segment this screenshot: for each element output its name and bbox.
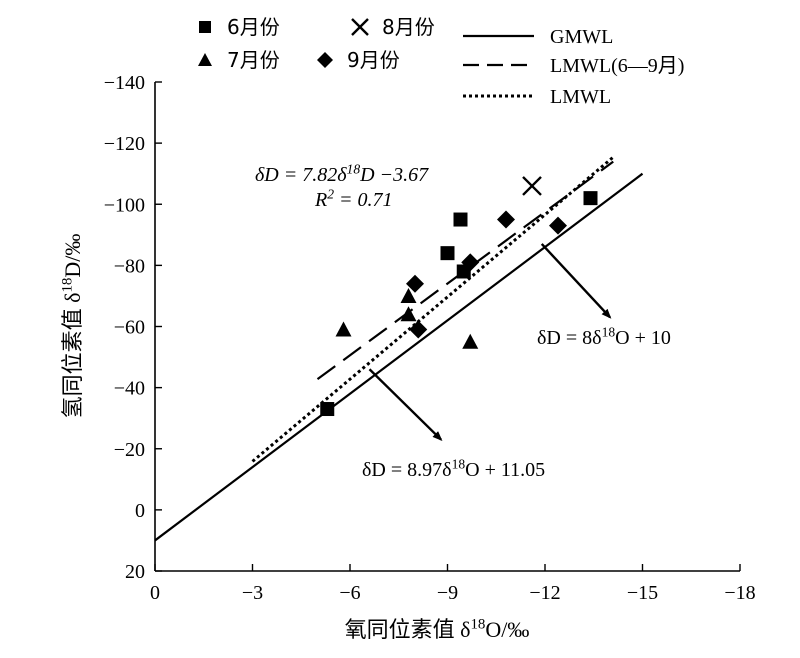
y-tick-label: 20	[125, 561, 145, 583]
y-tick-label: −20	[114, 439, 145, 461]
lmwl-equation: δD = 8.97δ18O + 11.05	[362, 456, 545, 481]
legend-label: 7月份	[227, 48, 280, 72]
data-point-triangle	[335, 321, 352, 337]
gmwl-equation-sup: 18	[602, 324, 616, 339]
legend-label: 9月份	[347, 48, 400, 72]
data-point-square	[320, 402, 335, 417]
data-point-square	[583, 191, 598, 206]
line-solid	[154, 172, 644, 542]
y-axis-title-sup: 18	[60, 278, 76, 293]
lmwl-equation-pre: δD = 8.97δ	[362, 459, 452, 481]
y-axis-title-pre: 氢同位素值 δ	[60, 293, 85, 419]
x-tick-label: −12	[529, 582, 560, 604]
annotation-arrow	[368, 368, 443, 441]
y-tick-label: −140	[104, 72, 145, 94]
legend-line-label: LMWL(6—9月)	[550, 55, 684, 77]
legend-marker-x-stroke-b	[351, 18, 369, 36]
lmwl-equation-post: O + 11.05	[465, 459, 545, 481]
y-tick-label: −40	[114, 378, 145, 400]
x-axis-title-pre: 氧同位素值 δ	[345, 617, 471, 642]
y-tick-label: −80	[114, 255, 145, 277]
legend-label: 6月份	[227, 15, 280, 39]
r-squared-label: R2 = 0.71	[314, 186, 393, 211]
x-tick-label: −18	[724, 582, 755, 604]
lmwl69-equation: δD = 7.82δ18D −3.67	[255, 161, 429, 186]
y-axis-title-post: D/‰	[60, 234, 85, 278]
r-squared-label-sup: 2	[327, 186, 334, 201]
data-point-triangle	[400, 306, 417, 322]
x-tick-label: −15	[627, 582, 658, 604]
legend-marker-square	[199, 21, 211, 33]
line-dotted	[251, 155, 615, 463]
lmwl69-equation-sup: 18	[347, 161, 361, 176]
y-tick-label: −60	[114, 317, 145, 339]
x-tick-label: 0	[150, 582, 160, 604]
data-point-x-stroke-b	[522, 176, 542, 196]
y-axis-title: 氢同位素值 δ18D/‰	[60, 234, 85, 419]
data-point-diamond	[549, 216, 567, 235]
legend-line-label: LMWL	[550, 86, 611, 108]
lmwl69-equation-pre: δD = 7.82δ	[255, 164, 347, 186]
y-tick-label: 0	[135, 500, 145, 522]
y-tick-label: −120	[104, 133, 145, 155]
line-dashed	[316, 160, 614, 381]
data-point-diamond	[406, 274, 424, 293]
gmwl-equation-pre: δD = 8δ	[537, 327, 602, 349]
y-tick-label: −100	[104, 194, 145, 216]
r-squared-label-pre: R	[314, 189, 327, 211]
data-point-square	[440, 246, 455, 261]
legend-marker-triangle	[198, 53, 212, 66]
legend-line-label: GMWL	[550, 26, 613, 48]
x-tick-label: −9	[437, 582, 458, 604]
x-tick-label: −3	[242, 582, 263, 604]
x-axis-title: 氧同位素值 δ18O/‰	[345, 617, 530, 642]
gmwl-equation: δD = 8δ18O + 10	[537, 324, 671, 349]
data-point-diamond	[409, 320, 428, 339]
data-point-triangle	[462, 333, 479, 349]
x-tick-label: −6	[339, 582, 360, 604]
legend-marker-diamond	[317, 52, 333, 68]
data-point-diamond	[497, 210, 515, 229]
data-point-diamond	[461, 253, 480, 272]
lmwl-equation-sup: 18	[452, 456, 466, 471]
gmwl-equation-post: O + 10	[615, 327, 671, 349]
x-axis-title-post: O/‰	[485, 617, 529, 642]
data-point-x	[522, 176, 542, 196]
data-point-square	[453, 212, 468, 227]
data-point-triangle	[400, 287, 417, 303]
legend-marker-x	[351, 18, 369, 36]
legend-label: 8月份	[382, 15, 435, 39]
r-squared-label-post: = 0.71	[334, 189, 393, 211]
annotation-arrow	[540, 243, 612, 319]
lmwl69-equation-post: D −3.67	[359, 164, 429, 186]
x-axis-title-sup: 18	[470, 617, 485, 633]
